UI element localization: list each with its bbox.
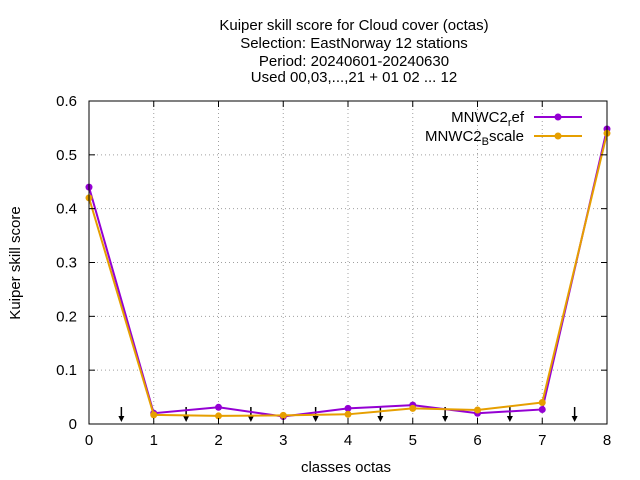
y-tick-label: 0.2 [56,308,77,325]
series-layer [85,125,611,420]
y-tick-label: 0 [69,416,77,433]
down-arrow-icon [506,407,513,422]
chart-title: Kuiper skill score for Cloud cover (octa… [219,17,488,86]
title-line-2: Selection: EastNorway 12 stations [240,35,468,52]
y-axis-label: Kuiper skill score [7,206,24,319]
data-point [215,412,222,420]
data-point [538,398,546,406]
axis-ticks: 0 1 2 3 4 5 6 7 8 0 0.1 0.2 0.3 0.4 0.5 0.6 [56,93,611,449]
x-tick-label: 3 [279,432,287,449]
series-mnwc2-bscale [85,129,611,420]
down-arrow-icon [377,407,384,422]
x-tick-label: 8 [603,432,611,449]
y-tick-label: 0.4 [56,201,77,218]
down-arrow-icon [247,407,254,422]
x-axis-label: classes octas [301,459,391,476]
legend-entry: MNWC2ref [451,109,582,129]
y-tick-label: 0.3 [56,255,77,272]
data-point [279,411,287,419]
title-line-3: Period: 20240601-20240630 [259,53,449,70]
y-tick-label: 0.5 [56,147,77,164]
y-tick-label: 0.6 [56,93,77,110]
down-arrow-icon [183,407,190,422]
x-tick-label: 6 [473,432,481,449]
x-tick-label: 0 [85,432,93,449]
grid-lines [89,101,607,424]
legend-entry: MNWC2Bscale [425,128,582,148]
x-tick-label: 7 [538,432,546,449]
down-arrow-icon [118,407,125,422]
data-point [215,403,222,411]
data-point [344,404,352,412]
legend-label: MNWC2Bscale [425,128,524,148]
down-arrow-icon [571,407,578,422]
data-point [344,410,352,418]
x-tick-label: 1 [150,432,158,449]
y-tick-label: 0.1 [56,362,77,379]
x-tick-label: 2 [214,432,222,449]
data-point [538,405,546,413]
legend-swatch-point [554,113,562,121]
x-tick-label: 5 [409,432,417,449]
data-point [150,411,158,419]
title-line-1: Kuiper skill score for Cloud cover (octa… [219,17,488,34]
data-point [474,406,481,414]
title-line-4: Used 00,03,...,21 + 01 02 ... 12 [251,69,457,86]
legend-swatch-point [554,132,562,140]
x-tick-label: 4 [344,432,352,449]
data-point [409,404,417,412]
legend-label: MNWC2ref [451,109,525,129]
